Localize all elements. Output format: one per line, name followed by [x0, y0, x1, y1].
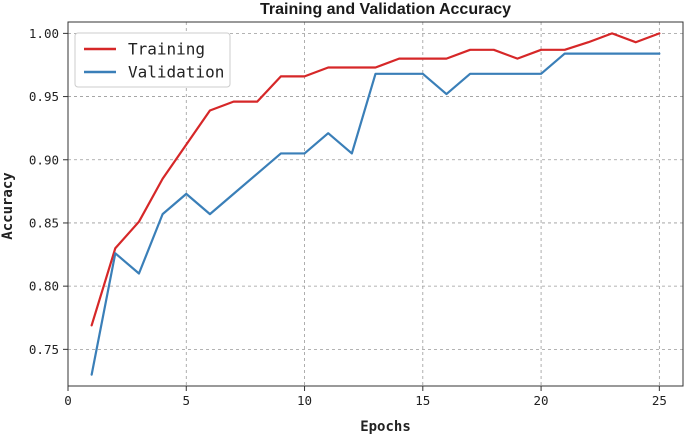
y-tick-label: 0.85 — [29, 215, 59, 230]
grid-layer — [67, 22, 683, 386]
validation-series-line — [90, 52, 661, 376]
y-axis-label: Accuracy — [0, 172, 16, 240]
axes-layer — [67, 21, 684, 387]
training-series-line — [90, 32, 661, 327]
legend-box — [74, 32, 231, 88]
y-tick-label: 0.80 — [29, 279, 59, 294]
x-axis-label: Epochs — [360, 419, 411, 434]
y-tick-label: 0.95 — [29, 89, 59, 104]
legend-label-validation: Validation — [128, 63, 224, 82]
x-tick-label: 0 — [64, 393, 72, 408]
plot-frame — [67, 21, 684, 387]
x-tick-label: 10 — [297, 393, 312, 408]
chart-title: Training and Validation Accuracy — [260, 1, 511, 18]
y-tick-label: 0.90 — [29, 152, 59, 167]
x-tick-label: 15 — [415, 393, 430, 408]
y-tick-label: 1.00 — [29, 26, 59, 41]
y-tick-label: 0.75 — [29, 342, 59, 357]
tick-layer: 0 5 10 15 20 25 0.75 0.80 0.85 0.90 0.95 1.00 — [29, 26, 667, 408]
series-layer — [90, 32, 661, 376]
legend: Training Validation — [74, 32, 231, 88]
x-tick-label: 5 — [183, 393, 191, 408]
legend-label-training: Training — [128, 40, 205, 59]
x-tick-label: 20 — [534, 393, 549, 408]
x-tick-label: 25 — [652, 393, 667, 408]
